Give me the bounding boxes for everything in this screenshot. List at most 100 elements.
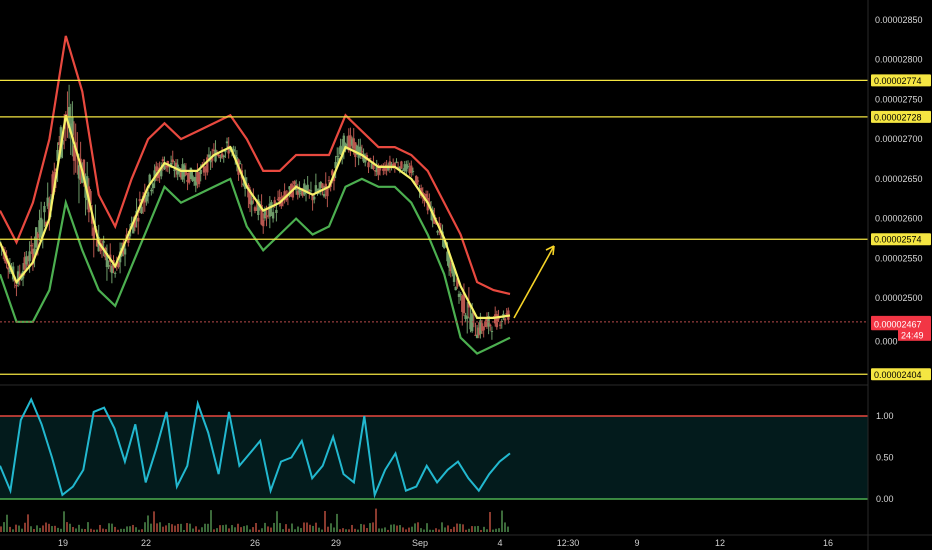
candle-body <box>110 265 114 274</box>
price-tick-label: 0.000 <box>875 337 898 347</box>
candle-body <box>138 199 142 202</box>
volume-bar <box>123 528 125 532</box>
volume-bar <box>255 523 257 532</box>
volume-bar <box>240 527 242 532</box>
candle-body <box>248 189 252 205</box>
price-tick-label: 0.00002600 <box>875 214 923 224</box>
candle-body <box>447 253 451 268</box>
volume-bar <box>378 528 380 532</box>
volume-bar <box>108 523 110 532</box>
volume-bar <box>48 523 50 532</box>
candle-body <box>415 175 418 185</box>
volume-bar <box>477 525 479 532</box>
price-tick-label: 0.00002650 <box>875 174 923 184</box>
volume-bar <box>264 522 266 532</box>
volume-bar <box>426 523 428 532</box>
candle-body <box>442 239 446 248</box>
candle-body <box>136 217 140 222</box>
price-tick-label: 0.00002750 <box>875 94 923 104</box>
volume-bar <box>495 528 497 532</box>
volume-bar <box>420 528 422 532</box>
candle-body <box>82 159 86 178</box>
candle-body <box>411 170 415 172</box>
candle-body <box>503 318 507 321</box>
candle-body <box>355 145 359 155</box>
candle-body <box>99 244 102 251</box>
volume-bar <box>489 511 491 532</box>
candle-body <box>296 191 299 195</box>
candle-body <box>477 327 480 336</box>
candle-body <box>89 191 92 204</box>
volume-bar <box>252 527 254 532</box>
candle-body <box>132 222 135 234</box>
volume-bar <box>300 528 302 532</box>
volume-bar <box>459 523 461 532</box>
candle-body <box>36 233 40 238</box>
candle-body <box>424 193 428 199</box>
candle-body <box>207 154 211 157</box>
volume-bar <box>237 523 239 532</box>
volume-bar <box>411 526 413 532</box>
volume-bar <box>162 526 164 532</box>
candle-body <box>28 251 31 262</box>
candle-body <box>479 320 482 334</box>
candle-body <box>268 203 272 217</box>
candle-body <box>206 157 209 173</box>
volume-bar <box>69 523 71 532</box>
candle-body <box>383 166 387 171</box>
volume-bar <box>309 524 311 532</box>
volume-bar <box>27 514 29 532</box>
volume-bar <box>360 523 362 532</box>
candle-body <box>67 106 71 129</box>
candle-body <box>406 166 410 168</box>
volume-bar <box>435 528 437 532</box>
volume-bar <box>387 529 389 532</box>
candle-body <box>405 164 408 172</box>
candle-body <box>322 193 326 197</box>
volume-bar <box>384 527 386 532</box>
volume-bar <box>348 529 350 532</box>
candle-body <box>345 143 349 150</box>
candle-body <box>498 324 502 326</box>
candle-body <box>191 175 194 181</box>
oscillator-band-fill <box>0 416 868 499</box>
volume-bar <box>363 524 365 532</box>
candle-body <box>146 192 150 197</box>
volume-bar <box>210 510 212 532</box>
volume-bar <box>90 528 92 532</box>
candle-body <box>314 185 318 193</box>
volume-bar <box>336 513 338 532</box>
volume-bar <box>189 523 191 532</box>
candle-body <box>95 239 99 247</box>
candle-body <box>461 295 464 312</box>
volume-bar <box>72 526 74 532</box>
countdown-tag: 24:49 <box>901 330 924 340</box>
candle-body <box>56 149 59 161</box>
candle-body <box>257 199 260 215</box>
candle-body <box>390 164 393 166</box>
candle-body <box>184 171 188 175</box>
volume-bar <box>159 522 161 532</box>
candle-body <box>368 158 372 160</box>
candle-body <box>30 245 33 247</box>
volume-bar <box>297 526 299 532</box>
candle-body <box>497 317 500 320</box>
candle-body <box>150 189 153 192</box>
candle-body <box>275 209 278 214</box>
volume-bar <box>234 527 236 532</box>
volume-bar <box>414 523 416 532</box>
level-tag-bg <box>871 74 931 87</box>
candle-body <box>128 230 132 237</box>
volume-bar <box>129 526 131 532</box>
candle-body <box>227 145 230 154</box>
volume-bar <box>81 528 83 532</box>
volume-bar <box>186 523 188 532</box>
candle-body <box>459 293 462 296</box>
time-tick-label: 29 <box>331 538 341 548</box>
candle-body <box>199 169 202 175</box>
volume-bar <box>405 529 407 532</box>
candle-body <box>347 135 350 151</box>
candle-body <box>51 174 54 199</box>
